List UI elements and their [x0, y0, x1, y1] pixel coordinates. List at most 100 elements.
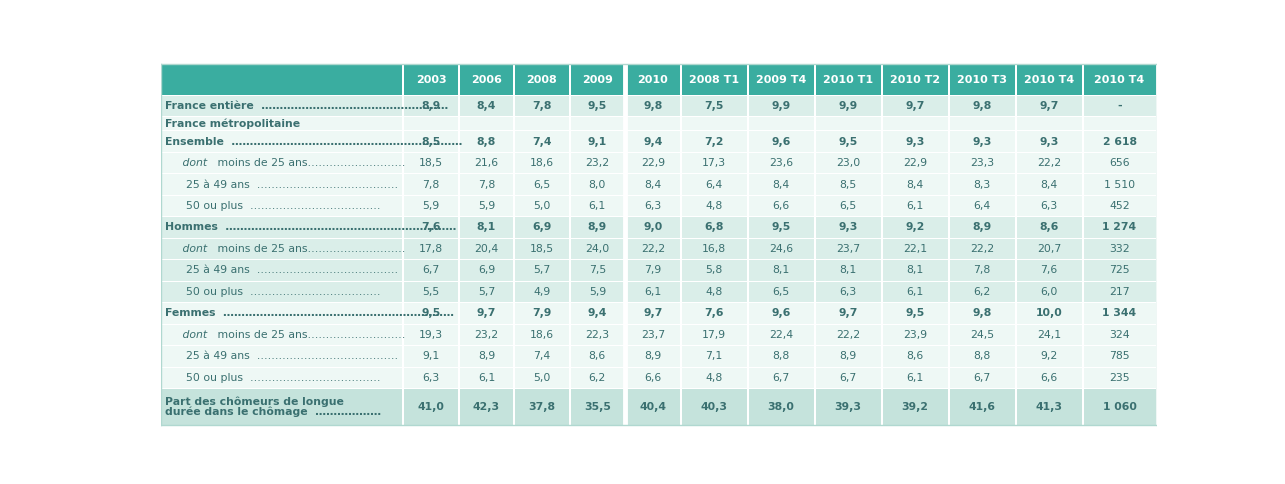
Text: 35,5: 35,5: [583, 402, 610, 412]
Bar: [749, 260, 813, 281]
Bar: [460, 117, 513, 130]
Text: 4,8: 4,8: [705, 287, 722, 297]
Text: 6,9: 6,9: [478, 265, 495, 275]
Bar: [883, 152, 947, 173]
Text: 2008: 2008: [527, 75, 558, 85]
Text: 25 à 49 ans  …………………………………: 25 à 49 ans …………………………………: [164, 265, 398, 275]
Bar: [749, 96, 813, 117]
Text: 8,8: 8,8: [974, 351, 991, 362]
Text: 8,8: 8,8: [477, 136, 496, 147]
Text: dont: dont: [164, 330, 207, 340]
Bar: [405, 117, 457, 130]
Bar: [950, 303, 1015, 324]
Text: 9,8: 9,8: [973, 308, 992, 318]
Text: 4,8: 4,8: [705, 373, 722, 383]
Text: 9,9: 9,9: [838, 101, 857, 111]
Text: 9,7: 9,7: [477, 308, 496, 318]
Text: 8,1: 8,1: [477, 223, 496, 232]
Bar: [950, 174, 1015, 195]
Bar: [405, 196, 457, 216]
Bar: [883, 96, 947, 117]
Text: 25 à 49 ans  …………………………………: 25 à 49 ans …………………………………: [164, 351, 398, 362]
Bar: [626, 152, 680, 173]
Bar: [681, 217, 747, 238]
Bar: [571, 117, 625, 130]
Bar: [405, 64, 457, 95]
Bar: [162, 117, 402, 130]
Text: 5,5: 5,5: [423, 287, 439, 297]
Text: 7,8: 7,8: [974, 265, 991, 275]
Bar: [515, 389, 568, 425]
Text: 42,3: 42,3: [473, 402, 500, 412]
Bar: [626, 367, 680, 388]
Text: 7,5: 7,5: [704, 101, 723, 111]
Text: 725: 725: [1109, 265, 1130, 275]
Text: 8,5: 8,5: [421, 136, 441, 147]
Bar: [162, 217, 402, 238]
Text: 24,5: 24,5: [970, 330, 995, 340]
Text: -: -: [1117, 101, 1122, 111]
Bar: [626, 239, 680, 259]
Text: 2010 T4: 2010 T4: [1095, 75, 1145, 85]
Text: France métropolitaine: France métropolitaine: [164, 119, 299, 129]
Bar: [626, 131, 680, 152]
Bar: [405, 217, 457, 238]
Bar: [515, 367, 568, 388]
Text: 2008 T1: 2008 T1: [689, 75, 739, 85]
Text: 8,4: 8,4: [644, 180, 662, 190]
Bar: [681, 131, 747, 152]
Bar: [816, 117, 880, 130]
Text: 9,1: 9,1: [423, 351, 439, 362]
Bar: [1016, 367, 1082, 388]
Bar: [571, 303, 625, 324]
Text: 8,9: 8,9: [973, 223, 992, 232]
Text: 20,4: 20,4: [474, 244, 499, 254]
Bar: [162, 389, 402, 425]
Text: 22,3: 22,3: [585, 330, 609, 340]
Text: 9,2: 9,2: [906, 223, 925, 232]
Bar: [515, 325, 568, 345]
Text: 9,4: 9,4: [587, 308, 607, 318]
Text: 18,6: 18,6: [529, 330, 554, 340]
Bar: [460, 64, 513, 95]
Text: 6,0: 6,0: [1041, 287, 1058, 297]
Bar: [1016, 346, 1082, 367]
Bar: [1016, 389, 1082, 425]
Text: 8,6: 8,6: [1040, 223, 1059, 232]
Text: 4,8: 4,8: [705, 201, 722, 211]
Bar: [749, 152, 813, 173]
Bar: [405, 303, 457, 324]
Bar: [681, 325, 747, 345]
Bar: [515, 196, 568, 216]
Bar: [626, 389, 680, 425]
Bar: [460, 260, 513, 281]
Text: 9,7: 9,7: [1040, 101, 1059, 111]
Text: 6,1: 6,1: [589, 201, 607, 211]
Text: 7,6: 7,6: [704, 308, 723, 318]
Text: 8,6: 8,6: [906, 351, 924, 362]
Bar: [950, 217, 1015, 238]
Bar: [405, 174, 457, 195]
Text: 23,2: 23,2: [474, 330, 499, 340]
Text: 23,9: 23,9: [903, 330, 926, 340]
Text: 2 618: 2 618: [1103, 136, 1136, 147]
Text: 8,9: 8,9: [421, 101, 441, 111]
Bar: [571, 260, 625, 281]
Text: 9,5: 9,5: [587, 101, 607, 111]
Bar: [162, 325, 402, 345]
Text: 6,3: 6,3: [1041, 201, 1058, 211]
Text: 24,0: 24,0: [585, 244, 609, 254]
Bar: [816, 196, 880, 216]
Bar: [1016, 131, 1082, 152]
Text: 40,3: 40,3: [700, 402, 727, 412]
Text: 6,5: 6,5: [533, 180, 550, 190]
Bar: [883, 217, 947, 238]
Text: 37,8: 37,8: [528, 402, 555, 412]
Bar: [626, 174, 680, 195]
Text: 8,1: 8,1: [772, 265, 790, 275]
Text: 9,7: 9,7: [642, 308, 663, 318]
Bar: [749, 64, 813, 95]
Bar: [515, 282, 568, 302]
Bar: [816, 152, 880, 173]
Text: 6,6: 6,6: [644, 373, 662, 383]
